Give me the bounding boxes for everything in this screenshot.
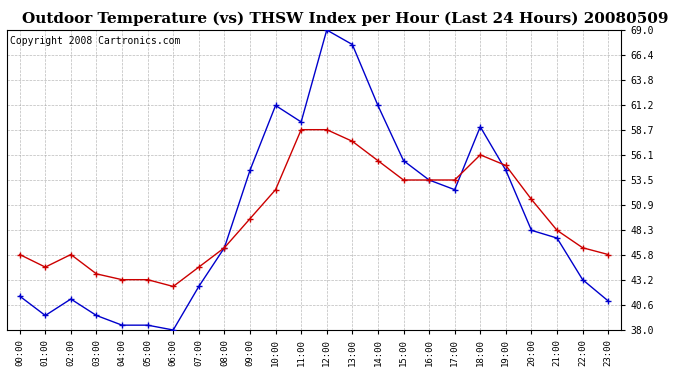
Text: Copyright 2008 Cartronics.com: Copyright 2008 Cartronics.com bbox=[10, 36, 180, 46]
Text: Outdoor Temperature (vs) THSW Index per Hour (Last 24 Hours) 20080509: Outdoor Temperature (vs) THSW Index per … bbox=[22, 11, 668, 26]
